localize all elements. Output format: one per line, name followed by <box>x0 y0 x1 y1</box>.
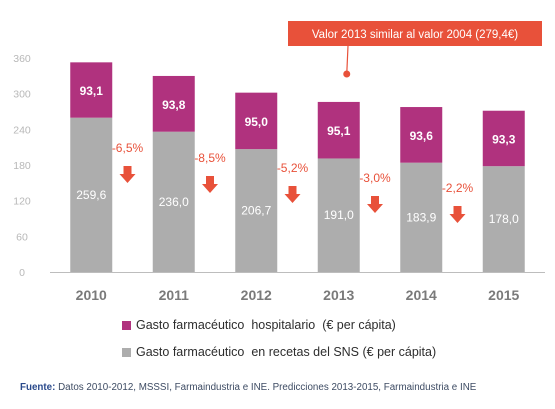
y-tick-label: 0 <box>19 267 25 279</box>
y-tick-label: 240 <box>13 124 31 136</box>
bar-recetas <box>235 149 278 272</box>
source-label: Fuente: <box>20 382 56 393</box>
data-label-recetas: 178,0 <box>489 212 519 226</box>
x-tick-label: 2014 <box>406 287 437 303</box>
y-tick-label: 180 <box>13 160 31 172</box>
legend-swatch-recetas <box>122 347 131 357</box>
data-label-recetas: 206,7 <box>241 204 271 218</box>
y-tick-label: 60 <box>16 231 28 243</box>
legend-label-recetas: Gasto farmacéutico en recetas del SNS (€… <box>136 345 437 359</box>
bar-recetas <box>70 117 113 272</box>
legend-item-hospitalario: Gasto farmacéutico hospitalario (€ per c… <box>122 318 396 332</box>
data-label-hospitalario: 93,1 <box>80 84 104 98</box>
bar-hospitalario <box>70 62 113 118</box>
bar-hospitalario <box>400 107 443 163</box>
bar-recetas <box>152 131 195 272</box>
annotation-leader <box>346 45 349 75</box>
down-arrow-icon <box>449 206 466 223</box>
legend-label-hospitalario: Gasto farmacéutico hospitalario (€ per c… <box>136 318 396 332</box>
annotation-box <box>288 21 542 46</box>
bar-recetas <box>400 162 443 272</box>
bar-hospitalario <box>482 110 525 167</box>
change-label: -3,0% <box>359 171 391 185</box>
down-arrow-icon <box>367 196 383 213</box>
data-label-hospitalario: 93,8 <box>162 98 186 112</box>
change-label: -6,5% <box>112 141 144 155</box>
change-label: -8,5% <box>194 151 226 165</box>
bar-recetas <box>317 158 360 272</box>
bar-recetas <box>482 166 525 272</box>
legend-swatch-hospitalario <box>122 320 131 330</box>
data-label-hospitalario: 93,3 <box>492 132 516 146</box>
y-tick-label: 300 <box>13 89 31 101</box>
bar-hospitalario <box>317 101 360 159</box>
change-label: -2,2% <box>442 181 474 195</box>
source-note: Fuente: Datos 2010-2012, MSSSI, Farmaind… <box>20 382 476 393</box>
down-arrow-icon <box>284 186 301 203</box>
source-text: Datos 2010-2012, MSSSI, Farmaindustria e… <box>55 382 477 393</box>
x-tick-label: 2011 <box>159 287 190 303</box>
data-label-hospitalario: 95,1 <box>327 124 351 138</box>
data-label-recetas: 183,9 <box>406 210 436 224</box>
data-label-hospitalario: 95,0 <box>245 115 269 129</box>
x-tick-label: 2010 <box>76 287 107 303</box>
data-label-recetas: 191,0 <box>324 208 354 222</box>
change-label: -5,2% <box>277 161 309 175</box>
x-tick-label: 2013 <box>323 287 354 303</box>
down-arrow-icon <box>202 176 218 193</box>
y-tick-label: 360 <box>13 53 31 65</box>
x-tick-label: 2012 <box>241 287 272 303</box>
legend-item-recetas: Gasto farmacéutico en recetas del SNS (€… <box>122 345 436 359</box>
bar-hospitalario <box>152 75 195 132</box>
bar-hospitalario <box>235 92 278 150</box>
annotation-dot <box>343 70 351 78</box>
down-arrow-icon <box>119 166 136 183</box>
annotation-text: Valor 2013 similar al valor 2004 (279,4€… <box>312 29 518 41</box>
data-label-recetas: 259,6 <box>76 188 106 202</box>
data-label-hospitalario: 93,6 <box>410 129 434 143</box>
data-label-recetas: 236,0 <box>159 195 189 209</box>
x-tick-label: 2015 <box>488 287 519 303</box>
y-tick-label: 120 <box>13 196 31 208</box>
